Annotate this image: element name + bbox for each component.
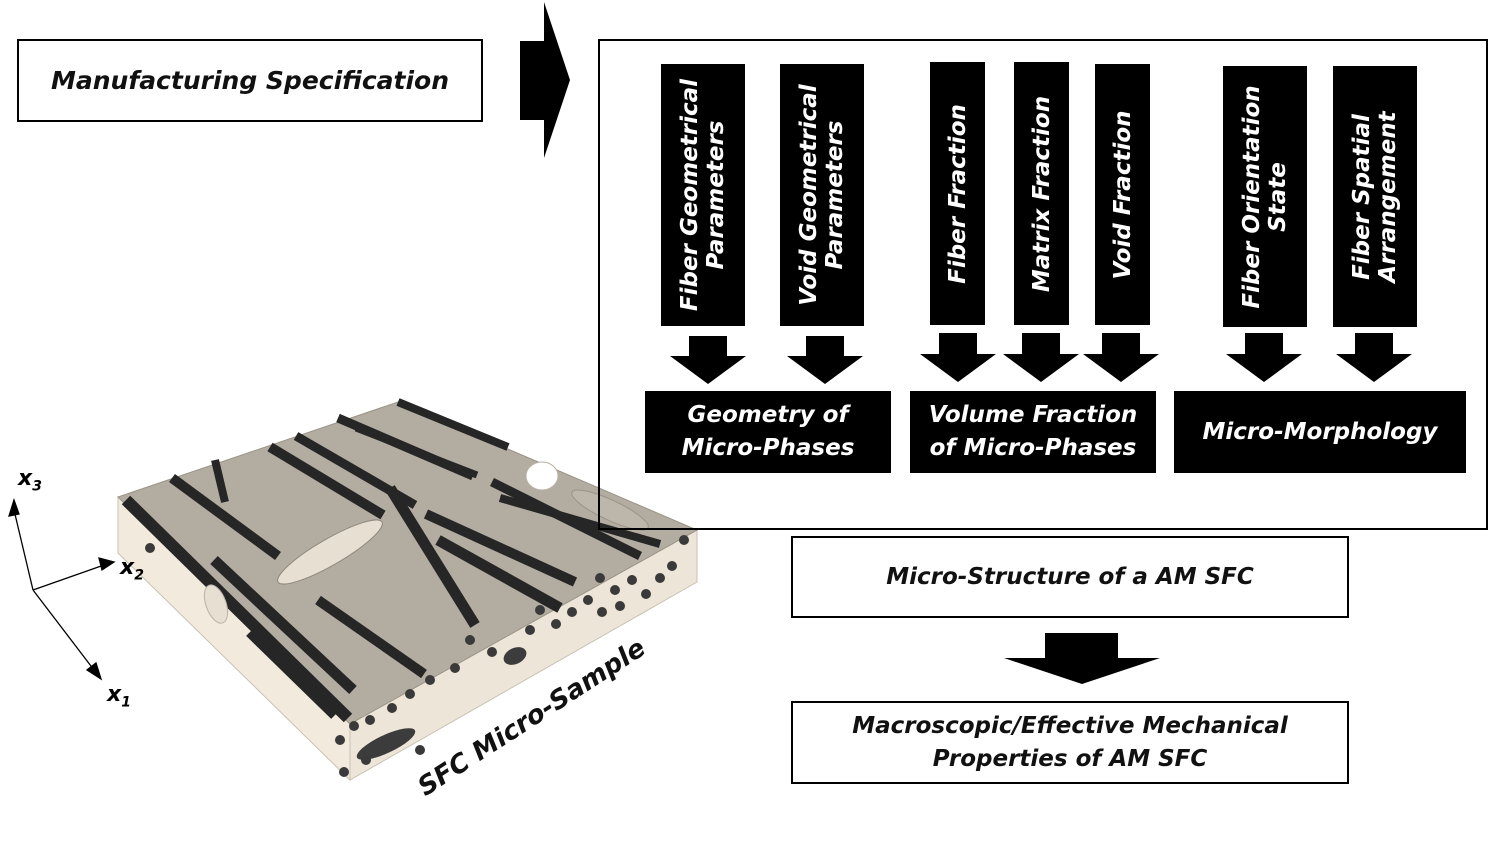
matrix-fraction-bar: Matrix Fraction [1014,62,1069,325]
fiber-orientation-line1: Fiber Orientation [1239,84,1265,309]
axis-x3-label: x3 [18,466,42,494]
geometry-line1: Geometry of [687,402,849,428]
arrow-fiber-spatial [1336,333,1412,382]
volume-line1: Volume Fraction [928,402,1138,428]
micro-morphology-box: Micro-Morphology [1174,391,1466,473]
fiber-cross-sections [145,535,689,777]
micro-structure-box: Micro-Structure of a AM SFC [791,536,1349,618]
void-geometrical-line2: Parameters [822,120,848,270]
macroscopic-line1: Macroscopic/Effective Mechanical [852,712,1288,739]
param-down-arrows [670,333,1412,384]
matrix-fraction-label: Matrix Fraction [1028,95,1055,292]
arrow-fiber-geometrical [670,336,746,384]
arrow-fiber-orientation [1226,333,1302,382]
void-bump-left [203,584,229,624]
sfc-micro-sample [117,398,699,782]
fiber-spatial-line2: Arrangement [1375,110,1401,283]
geometry-line2: Micro-Phases [681,435,855,461]
void-geometrical-line1: Void Geometrical [796,84,822,306]
void-front [356,728,416,760]
fiber-orientation-state-bar: Fiber Orientation State [1223,66,1307,327]
arrow-matrix-fraction [1003,333,1079,382]
fiber-fraction-bar: Fiber Fraction [930,62,985,325]
arrow-void-geometrical [787,336,863,384]
manufacturing-specification-box: Manufacturing Specification [17,39,483,122]
fiber-geometrical-line1: Fiber Geometrical [677,78,703,312]
arrow-void-fraction [1083,333,1159,382]
axis-x1-label: x1 [107,682,131,710]
morphology-label: Micro-Morphology [1202,418,1438,445]
fiber-fraction-label: Fiber Fraction [944,103,971,284]
down-arrow-to-properties [1004,633,1160,684]
fiber-orientation-line2: State [1265,161,1291,232]
fiber-spatial-arrangement-bar: Fiber Spatial Arrangement [1333,66,1417,327]
axis-x3-subscript: 3 [32,478,42,495]
geometry-of-micro-phases-box: Geometry of Micro-Phases [645,391,891,473]
macroscopic-line2: Properties of AM SFC [932,745,1208,772]
axis-x2-subscript: 2 [134,567,144,584]
void-ellipse-right [571,489,649,531]
fiber-geometrical-line2: Parameters [703,120,729,270]
fiber-spatial-line1: Fiber Spatial [1349,113,1375,280]
coordinate-axes [8,497,116,681]
void-fraction-bar: Void Fraction [1095,64,1150,325]
void-notch-top [525,461,559,491]
axis-x2-label: x2 [120,555,144,583]
void-right-face [503,647,527,665]
macroscopic-properties-box: Macroscopic/Effective Mechanical Propert… [791,701,1349,784]
sample-fibers [121,398,662,723]
fiber-geometrical-parameters-bar: Fiber Geometrical Parameters [661,64,745,326]
void-fraction-label: Void Fraction [1109,109,1136,280]
axis-x2-letter: x [120,555,135,580]
axis-x3-letter: x [18,466,33,491]
arrow-fiber-fraction [920,333,996,382]
micro-structure-label: Micro-Structure of a AM SFC [886,564,1254,590]
micro-structure-parameters-panel [598,39,1488,530]
void-ellipse-top [277,519,383,585]
axis-x1-letter: x [107,682,122,707]
volume-fraction-of-micro-phases-box: Volume Fraction of Micro-Phases [910,391,1156,473]
big-right-arrow [520,2,570,158]
volume-line2: of Micro-Phases [929,435,1137,461]
void-geometrical-parameters-bar: Void Geometrical Parameters [780,64,864,326]
manufacturing-specification-label: Manufacturing Specification [50,66,450,95]
axis-x1-subscript: 1 [121,694,131,711]
